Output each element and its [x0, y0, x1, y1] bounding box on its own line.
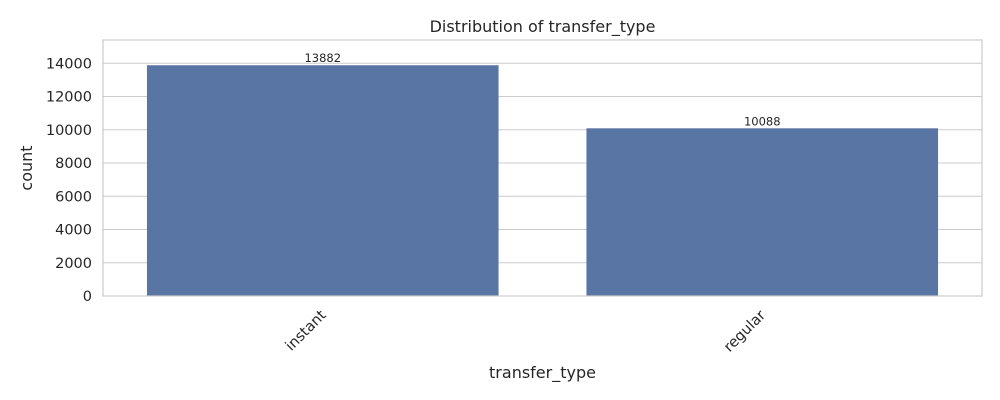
x-tick-label: instant — [283, 307, 330, 354]
x-axis-label: transfer_type — [489, 363, 596, 383]
bars — [146, 65, 939, 296]
y-tick-label: 8000 — [55, 156, 92, 172]
y-tick-label: 2000 — [55, 256, 92, 272]
y-tick-label: 6000 — [55, 189, 92, 205]
x-tick-label: regular — [721, 307, 769, 355]
plot-frame — [102, 39, 983, 297]
y-tick-label: 12000 — [46, 90, 92, 106]
y-tick-label: 10000 — [46, 123, 92, 139]
y-axis-label: count — [17, 145, 36, 190]
y-tick-label: 14000 — [46, 56, 92, 72]
x-tick-labels: instant regular — [283, 307, 769, 355]
data-label: 10088 — [744, 114, 781, 128]
y-tick-label: 0 — [83, 289, 92, 305]
chart-title: Distribution of transfer_type — [430, 17, 656, 37]
y-tick-labels: 0 2000 4000 6000 8000 10000 12000 14000 — [46, 56, 92, 305]
data-labels: 13882 10088 — [304, 51, 780, 128]
data-label: 13882 — [304, 51, 341, 65]
bar-regular — [586, 128, 939, 296]
y-tick-label: 4000 — [55, 223, 92, 239]
bar-instant — [146, 65, 499, 296]
